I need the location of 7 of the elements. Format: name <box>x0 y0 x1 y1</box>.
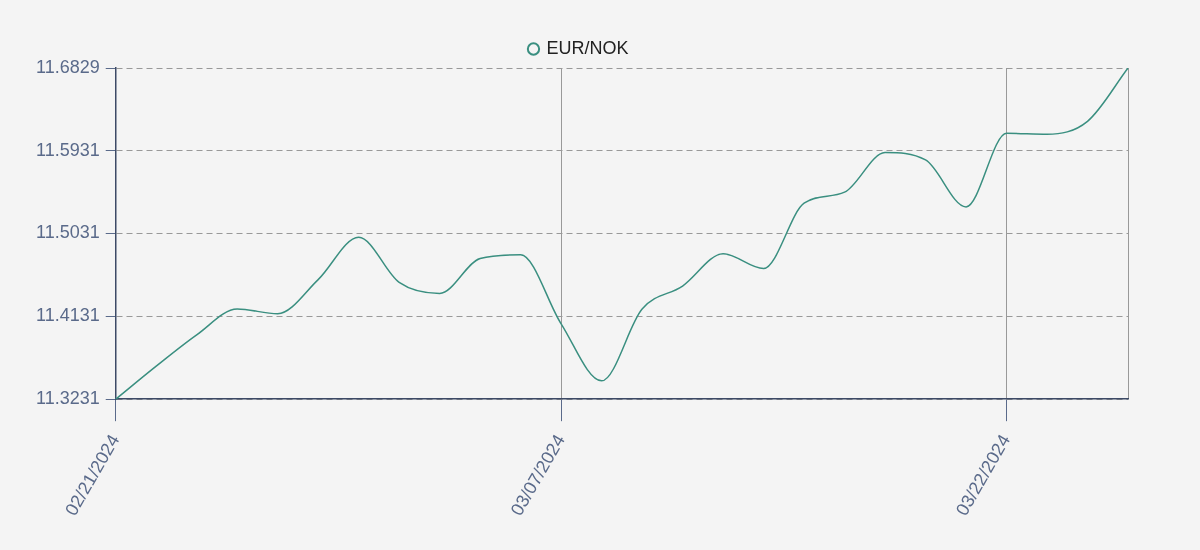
legend-label: EUR/NOK <box>546 37 629 58</box>
line-series <box>114 68 1129 400</box>
y-tick-label: 11.4131 <box>36 305 100 326</box>
y-tick-label: 11.3231 <box>36 388 100 409</box>
y-tick-label: 11.6829 <box>36 56 100 77</box>
y-tick-label: 11.5931 <box>36 139 100 160</box>
y-tick-label: 11.5031 <box>36 222 100 243</box>
